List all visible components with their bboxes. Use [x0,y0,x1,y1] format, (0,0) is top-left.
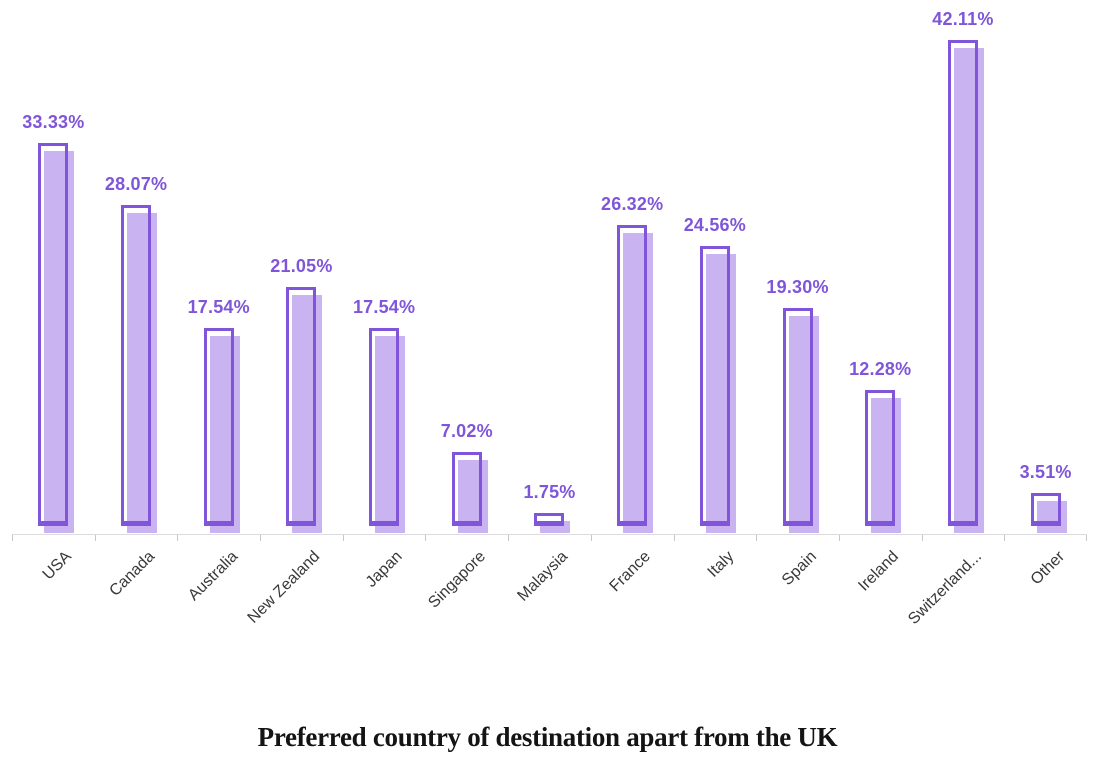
x-axis-line [12,534,1087,541]
bar-slot-australia: 17.54% [177,0,260,534]
bar-singapore [451,452,488,534]
axis-tick [839,535,840,541]
value-label-usa: 33.33% [22,112,85,132]
bar-malaysia [534,513,571,534]
x-label-spain: Spain [779,548,821,589]
bar-outline [699,246,730,526]
bar-outline [1030,493,1061,526]
bar-spain [782,308,819,534]
bar-outline [451,452,482,526]
x-label-australia: Australia [184,548,242,605]
value-label-canada: 28.07% [104,174,168,194]
bar-fill [623,233,654,533]
axis-tick [260,535,261,541]
x-label-france: France [606,548,655,596]
bar-japan [369,328,406,534]
value-label-japan: 17.54% [352,297,416,317]
bar-outline [203,328,234,526]
bar-slot-other: 3.51% [1004,0,1087,534]
x-label-canada: Canada [106,548,159,600]
x-axis-labels: USA Canada Australia New Zealand Japan Singap… [12,534,1087,684]
axis-tick [177,535,178,541]
value-label-switzerland: 42.11% [932,9,994,29]
x-label-switzerland: Switzerland... [905,548,986,628]
bar-slot-spain: 19.30% [756,0,839,534]
bar-other [1030,493,1067,534]
bar-outline [782,308,813,526]
bar-outline [865,390,896,526]
axis-tick [508,535,509,541]
bar-slot-italy: 24.56% [674,0,757,534]
bar-fill [871,398,902,533]
bar-italy [699,246,736,534]
bar-slot-new-zealand: 21.05% [260,0,343,534]
value-label-malaysia: 1.75% [523,482,576,502]
value-label-singapore: 7.02% [440,421,493,441]
bar-new-zealand [286,287,323,534]
value-label-france: 26.32% [601,194,664,214]
axis-tick [922,535,923,541]
x-label-new-zealand: New Zealand [244,548,324,627]
axis-tick [1086,535,1087,541]
bar-slot-switzerland: 42.11% [922,0,1005,534]
x-label-malaysia: Malaysia [514,548,572,605]
bar-outline [286,287,317,526]
bar-slot-malaysia: 1.75% [508,0,591,534]
value-label-spain: 19.30% [766,277,829,297]
bar-fill [953,48,984,533]
axis-tick [425,535,426,541]
x-label-other: Other [1027,548,1069,589]
bar-fill [788,316,819,533]
axis-tick [756,535,757,541]
bar-fill [44,151,75,533]
axis-tick [674,535,675,541]
bar-fill [457,460,488,533]
x-label-ireland: Ireland [855,548,903,595]
bar-outline [121,205,152,526]
bar-slot-ireland: 12.28% [839,0,922,534]
bar-fill [127,213,158,533]
x-label-italy: Italy [704,548,738,581]
bar-australia [203,328,240,534]
axis-tick [343,535,344,541]
bar-ireland [865,390,902,534]
value-label-other: 3.51% [1019,462,1072,482]
bar-switzerland [947,40,984,534]
axis-tick [591,535,592,541]
bar-slot-singapore: 7.02% [425,0,508,534]
chart-title: Preferred country of destination apart f… [257,722,838,752]
bar-fill [209,336,240,533]
bar-outline [369,328,400,526]
x-label-japan: Japan [363,548,407,591]
bar-slot-japan: 17.54% [343,0,426,534]
bar-fill [1036,501,1067,533]
x-label-singapore: Singapore [425,548,490,612]
bar-outline [947,40,978,526]
axis-tick [95,535,96,541]
bar-outline [617,225,648,526]
value-label-ireland: 12.28% [849,359,912,379]
axis-tick [12,535,13,541]
bar-slot-canada: 28.07% [95,0,178,534]
value-label-australia: 17.54% [187,297,250,317]
value-label-new-zealand: 21.05% [270,256,333,276]
plot-area: 33.33% 28.07% 17.54% 21.05% 17.54% 7.02% 1.75%… [12,0,1087,534]
bar-outline [38,143,69,526]
bar-fill [292,295,323,533]
bar-outline [534,513,565,526]
bar-usa [38,143,75,534]
bar-slot-usa: 33.33% [12,0,95,534]
axis-tick [1004,535,1005,541]
bar-canada [121,205,158,534]
value-label-italy: 24.56% [683,215,746,235]
bar-fill [375,336,406,533]
bar-slot-france: 26.32% [591,0,674,534]
bar-fill [705,254,736,533]
x-label-usa: USA [39,548,76,584]
bar-france [617,225,654,534]
